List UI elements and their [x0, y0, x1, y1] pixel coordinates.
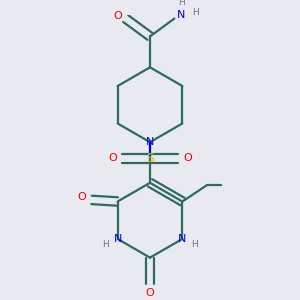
- Text: O: O: [108, 153, 117, 164]
- Text: O: O: [183, 153, 192, 164]
- Text: O: O: [77, 192, 86, 202]
- Text: N: N: [113, 234, 122, 244]
- Text: H: H: [178, 0, 185, 8]
- Text: O: O: [146, 288, 154, 298]
- Text: H: H: [191, 240, 198, 249]
- Text: H: H: [192, 8, 199, 16]
- Text: S: S: [146, 152, 154, 165]
- Text: N: N: [178, 234, 187, 244]
- Text: O: O: [113, 11, 122, 21]
- Text: N: N: [177, 10, 186, 20]
- Text: H: H: [102, 240, 109, 249]
- Text: N: N: [146, 137, 154, 147]
